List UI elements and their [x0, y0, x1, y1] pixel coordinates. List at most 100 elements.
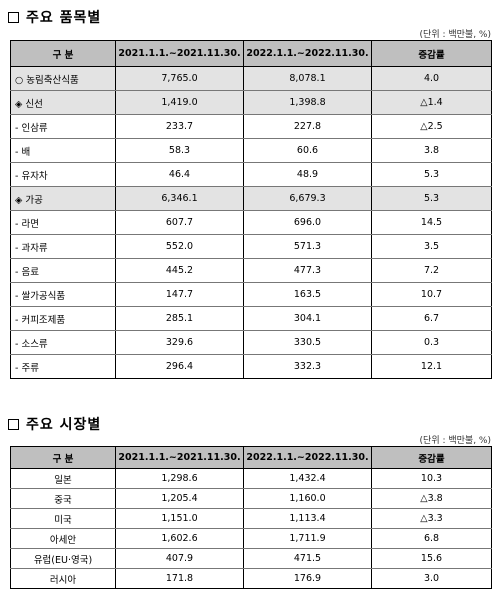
table-row: ◈ 신선 1,419.0 1,398.8 △1.4 [10, 90, 492, 115]
markets-table-body: 일본 1,298.6 1,432.4 10.3 중국 1,205.4 1,160.0 △3.8… [10, 468, 492, 589]
value-2022: 330.5 [243, 330, 372, 355]
change-rate: 15.6 [371, 548, 492, 569]
row-label: - 소스류 [10, 330, 116, 355]
row-label: - 라면 [10, 210, 116, 235]
header-change-rate: 증감률 [371, 446, 492, 469]
table-row: ◈ 가공 6,346.1 6,679.3 5.3 [10, 186, 492, 211]
row-label: - 과자류 [10, 234, 116, 259]
value-2021: 58.3 [115, 138, 244, 163]
table-row: 유럽(EU·영국) 407.9 471.5 15.6 [10, 548, 492, 569]
section2-heading: 주요 시장별 [8, 413, 101, 435]
value-2022: 6,679.3 [243, 186, 372, 211]
row-label: ◈ 가공 [10, 186, 116, 211]
header-category: 구 분 [10, 446, 116, 469]
table-row: - 과자류 552.0 571.3 3.5 [10, 234, 492, 259]
table-row: 아세안 1,602.6 1,711.9 6.8 [10, 528, 492, 549]
section2-unit: (단위 : 백만불, %) [419, 436, 491, 446]
change-rate: 5.3 [371, 186, 492, 211]
value-2021: 285.1 [115, 306, 244, 331]
value-2021: 445.2 [115, 258, 244, 283]
items-table: 구 분 2021.1.1.~2021.11.30. 2022.1.1.~2022… [10, 40, 492, 379]
checkbox-square-icon [8, 418, 19, 430]
table-header-row: 구 분 2021.1.1.~2021.11.30. 2022.1.1.~2022… [10, 446, 492, 469]
row-label: - 주류 [10, 354, 116, 379]
row-label: - 쌀가공식품 [10, 282, 116, 307]
change-rate: 0.3 [371, 330, 492, 355]
row-label: - 배 [10, 138, 116, 163]
value-2021: 1,602.6 [115, 528, 244, 549]
table-row: ○ 농림축산식품 7,765.0 8,078.1 4.0 [10, 66, 492, 91]
change-rate: △3.8 [371, 488, 492, 509]
value-2022: 60.6 [243, 138, 372, 163]
value-2021: 1,298.6 [115, 468, 244, 489]
change-rate: 10.3 [371, 468, 492, 489]
value-2021: 147.7 [115, 282, 244, 307]
row-label: - 음료 [10, 258, 116, 283]
row-label: 일본 [10, 468, 116, 489]
value-2022: 571.3 [243, 234, 372, 259]
row-label: 러시아 [10, 568, 116, 589]
row-label: - 인삼류 [10, 114, 116, 139]
change-rate: 6.8 [371, 528, 492, 549]
change-rate: 6.7 [371, 306, 492, 331]
section1-heading: 주요 품목별 [8, 6, 101, 28]
value-2022: 1,711.9 [243, 528, 372, 549]
value-2022: 477.3 [243, 258, 372, 283]
value-2022: 163.5 [243, 282, 372, 307]
value-2021: 552.0 [115, 234, 244, 259]
table-row: - 음료 445.2 477.3 7.2 [10, 258, 492, 283]
value-2021: 1,419.0 [115, 90, 244, 115]
value-2021: 1,205.4 [115, 488, 244, 509]
change-rate: 14.5 [371, 210, 492, 235]
header-period-2022: 2022.1.1.~2022.11.30. [243, 40, 372, 67]
header-category: 구 분 [10, 40, 116, 67]
table-row: - 쌀가공식품 147.7 163.5 10.7 [10, 282, 492, 307]
value-2021: 607.7 [115, 210, 244, 235]
change-rate: 3.8 [371, 138, 492, 163]
value-2022: 227.8 [243, 114, 372, 139]
value-2021: 329.6 [115, 330, 244, 355]
row-label: 유럽(EU·영국) [10, 548, 116, 569]
header-change-rate: 증감률 [371, 40, 492, 67]
change-rate: 10.7 [371, 282, 492, 307]
row-label: 중국 [10, 488, 116, 509]
value-2022: 471.5 [243, 548, 372, 569]
table-row: 중국 1,205.4 1,160.0 △3.8 [10, 488, 492, 509]
change-rate: 12.1 [371, 354, 492, 379]
row-label: - 유자차 [10, 162, 116, 187]
table-row: - 인삼류 233.7 227.8 △2.5 [10, 114, 492, 139]
row-label: 미국 [10, 508, 116, 529]
value-2021: 7,765.0 [115, 66, 244, 91]
table-row: 러시아 171.8 176.9 3.0 [10, 568, 492, 589]
value-2022: 48.9 [243, 162, 372, 187]
table-row: - 커피조제품 285.1 304.1 6.7 [10, 306, 492, 331]
value-2022: 176.9 [243, 568, 372, 589]
value-2021: 233.7 [115, 114, 244, 139]
value-2022: 1,398.8 [243, 90, 372, 115]
section1-unit: (단위 : 백만불, %) [419, 30, 491, 40]
header-period-2021: 2021.1.1.~2021.11.30. [115, 446, 244, 469]
items-table-body: ○ 농림축산식품 7,765.0 8,078.1 4.0 ◈ 신선 1,419.0 1,39… [10, 66, 492, 379]
table-row: - 배 58.3 60.6 3.8 [10, 138, 492, 163]
change-rate: 5.3 [371, 162, 492, 187]
section1-title: 주요 품목별 [26, 10, 102, 26]
table-row: - 유자차 46.4 48.9 5.3 [10, 162, 492, 187]
value-2022: 696.0 [243, 210, 372, 235]
value-2022: 1,160.0 [243, 488, 372, 509]
table-row: - 소스류 329.6 330.5 0.3 [10, 330, 492, 355]
value-2022: 8,078.1 [243, 66, 372, 91]
change-rate: 4.0 [371, 66, 492, 91]
row-label: - 커피조제품 [10, 306, 116, 331]
change-rate: △3.3 [371, 508, 492, 529]
row-label: 아세안 [10, 528, 116, 549]
value-2022: 332.3 [243, 354, 372, 379]
value-2021: 296.4 [115, 354, 244, 379]
table-header-row: 구 분 2021.1.1.~2021.11.30. 2022.1.1.~2022… [10, 40, 492, 67]
change-rate: 7.2 [371, 258, 492, 283]
section2-title: 주요 시장별 [26, 417, 102, 433]
value-2021: 1,151.0 [115, 508, 244, 529]
change-rate: 3.0 [371, 568, 492, 589]
row-label: ◈ 신선 [10, 90, 116, 115]
value-2022: 1,113.4 [243, 508, 372, 529]
value-2021: 6,346.1 [115, 186, 244, 211]
